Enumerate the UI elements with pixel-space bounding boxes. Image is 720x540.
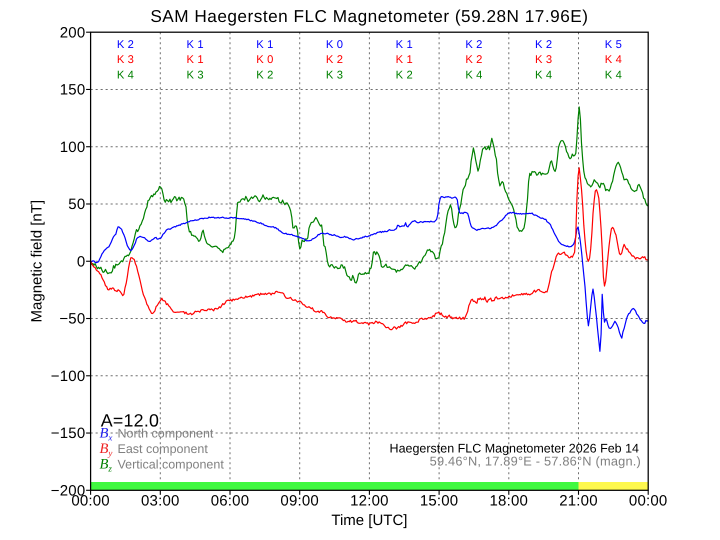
svg-text:Magnetic field [nT]: Magnetic field [nT] <box>29 200 46 323</box>
svg-text:59.46°N, 17.89°E - 57.86°N (ma: 59.46°N, 17.89°E - 57.86°N (magn.) <box>430 454 641 469</box>
svg-text:−100: −100 <box>51 368 86 385</box>
svg-text:0: 0 <box>77 253 86 270</box>
svg-text:K 4: K 4 <box>605 69 622 81</box>
svg-text:−200: −200 <box>51 483 86 500</box>
svg-text:K 0: K 0 <box>256 54 273 66</box>
svg-text:K 1: K 1 <box>187 39 204 51</box>
svg-text:06:00: 06:00 <box>211 493 250 510</box>
svg-text:K 0: K 0 <box>326 39 343 51</box>
svg-text:09:00: 09:00 <box>280 493 319 510</box>
svg-text:K 3: K 3 <box>187 69 204 81</box>
svg-text:−150: −150 <box>51 425 86 442</box>
svg-text:00:00: 00:00 <box>629 493 668 510</box>
svg-text:K 4: K 4 <box>535 69 552 81</box>
svg-text:K 5: K 5 <box>605 39 622 51</box>
svg-text:00:00: 00:00 <box>71 493 110 510</box>
svg-text:200: 200 <box>60 24 86 41</box>
svg-text:A=12.0: A=12.0 <box>101 411 159 431</box>
svg-text:K 2: K 2 <box>396 69 413 81</box>
svg-text:K 1: K 1 <box>256 39 273 51</box>
svg-text:K 1: K 1 <box>187 54 204 66</box>
svg-text:21:00: 21:00 <box>559 493 598 510</box>
svg-text:50: 50 <box>68 196 85 213</box>
svg-text:East component: East component <box>118 442 209 456</box>
svg-text:K 4: K 4 <box>605 54 622 66</box>
svg-text:North component: North component <box>118 427 214 441</box>
svg-text:15:00: 15:00 <box>420 493 459 510</box>
svg-text:−50: −50 <box>59 311 85 328</box>
svg-text:K 2: K 2 <box>326 54 343 66</box>
svg-text:K 1: K 1 <box>396 54 413 66</box>
svg-text:150: 150 <box>60 82 86 99</box>
svg-text:K 3: K 3 <box>326 69 343 81</box>
svg-text:K 2: K 2 <box>256 69 273 81</box>
svg-text:18:00: 18:00 <box>490 493 529 510</box>
svg-text:K 3: K 3 <box>535 54 552 66</box>
svg-text:K 3: K 3 <box>117 54 134 66</box>
svg-text:K 2: K 2 <box>117 39 134 51</box>
svg-text:K 2: K 2 <box>465 54 482 66</box>
svg-text:100: 100 <box>60 139 86 156</box>
svg-text:K 1: K 1 <box>396 39 413 51</box>
svg-text:SAM Haegersten FLC Magnetomete: SAM Haegersten FLC Magnetometer (59.28N … <box>150 6 588 26</box>
svg-text:03:00: 03:00 <box>141 493 180 510</box>
svg-text:K 4: K 4 <box>117 69 134 81</box>
svg-text:Haegersten FLC Magnetometer 20: Haegersten FLC Magnetometer 2026 Feb 14 <box>390 442 639 456</box>
svg-text:K 2: K 2 <box>465 39 482 51</box>
svg-text:Vertical component: Vertical component <box>118 457 225 471</box>
svg-text:12:00: 12:00 <box>350 493 389 510</box>
svg-text:K 4: K 4 <box>465 69 482 81</box>
svg-text:Time [UTC]: Time [UTC] <box>331 512 407 529</box>
svg-text:K 2: K 2 <box>535 39 552 51</box>
